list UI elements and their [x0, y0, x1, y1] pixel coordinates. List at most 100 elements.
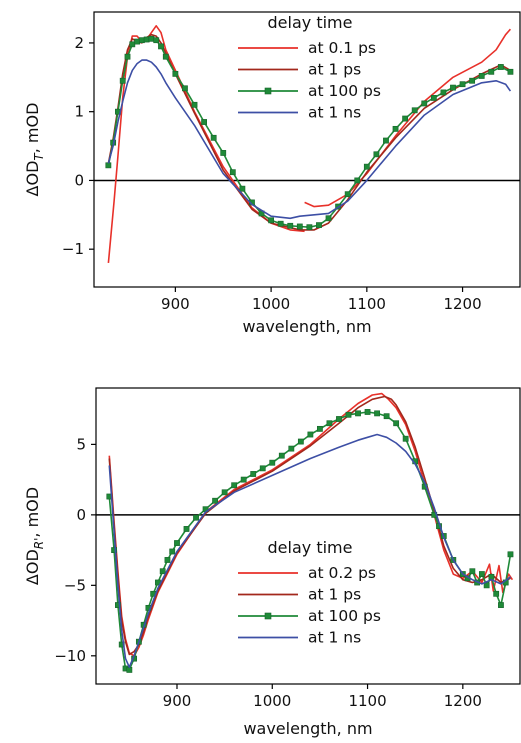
series-point [411, 107, 418, 114]
series-point [174, 540, 180, 546]
x-axis-label: wavelength, nm [242, 317, 371, 336]
series-point [183, 526, 190, 532]
series-point [307, 431, 314, 438]
series-point [269, 459, 276, 466]
axes-frame [93, 11, 521, 288]
series-point [143, 36, 150, 43]
series-point [162, 53, 169, 60]
plot-area [105, 24, 514, 263]
series-point [363, 163, 370, 170]
series-3 [105, 35, 514, 231]
y-axis-label-unit: , mOD [23, 487, 42, 538]
y-tick-label: 2 [74, 34, 84, 52]
series-point [336, 416, 342, 422]
series-point [172, 70, 179, 77]
legend-title: delay time [268, 13, 353, 32]
x-tick-label: 900 [163, 692, 192, 710]
series-point [373, 151, 380, 158]
chart-panel-1: 900 1000 1100 1200 −1 0 1 2 wavelength, nm ΔODT, … [23, 11, 521, 336]
series-point [105, 162, 112, 169]
legend: delay time at 0.2 ps at 1 ps at 100 ps at 1 … [238, 538, 381, 647]
series-point [191, 101, 198, 108]
y-tick-label: −5 [64, 576, 86, 594]
y-tick-label: 0 [74, 171, 84, 189]
y-tick-label: −1 [62, 240, 84, 258]
series-point [402, 435, 409, 442]
y-tick-label: 1 [74, 103, 84, 121]
y-axis-label: ΔODT, mOD [23, 103, 46, 197]
series-point [507, 68, 514, 75]
x-tick-label: 900 [161, 295, 190, 313]
x-tick-label: 1100 [348, 692, 386, 710]
legend-title: delay time [268, 538, 353, 557]
series-point [354, 177, 361, 184]
series-point [488, 573, 495, 580]
chart-panel-2: 900 1000 1100 1200 −10 −5 0 5 wavelength, nm ΔODR… [23, 387, 521, 738]
y-axis-label-subscript: T [32, 152, 46, 161]
series-point [450, 84, 456, 91]
series-point [421, 100, 428, 107]
series-point [134, 38, 140, 45]
x-tick-label: 1200 [443, 295, 481, 313]
legend-label: at 1 ps [308, 61, 361, 79]
series-point [212, 497, 219, 504]
series-point [129, 41, 136, 48]
series-point [115, 602, 121, 608]
y-tick-label: −10 [54, 647, 86, 665]
series-point [326, 420, 333, 427]
series-point [277, 220, 284, 227]
x-tick-label: 1100 [348, 295, 386, 313]
series-point [153, 37, 160, 44]
series-point [201, 119, 207, 125]
series-point [345, 411, 352, 418]
series-line-1-b [304, 28, 512, 208]
y-axis-label-subscript: R' [32, 538, 46, 550]
series-point [402, 115, 409, 122]
legend-item-3: at 100 ps [238, 607, 381, 625]
x-tick-label: 1000 [252, 295, 290, 313]
legend-label: at 1 ns [308, 629, 361, 647]
series-point [507, 551, 514, 558]
series-point [158, 43, 164, 50]
y-tick-label: 0 [76, 506, 86, 524]
legend-item-1: at 0.2 ps [238, 564, 376, 582]
legend-item-4: at 1 ns [238, 629, 361, 647]
legend-label: at 100 ps [308, 607, 381, 625]
series-point [374, 410, 380, 417]
series-line-4 [108, 433, 511, 668]
series-point [210, 134, 217, 141]
series-line-1 [107, 24, 305, 263]
y-tick-label: 5 [76, 435, 86, 453]
y-axis-label-main: ΔOD [23, 161, 42, 197]
series-point [478, 571, 485, 577]
legend-item-1: at 0.1 ps [238, 39, 376, 57]
y-axis-label-main: ΔOD [23, 549, 42, 585]
series-point [317, 425, 323, 432]
series-point [159, 568, 166, 575]
series-point [478, 73, 485, 79]
series-point [288, 445, 295, 452]
series-point [383, 137, 389, 144]
series-point [344, 191, 351, 198]
series-point [469, 568, 476, 575]
series-point [469, 77, 476, 84]
legend-item-2: at 1 ps [238, 586, 361, 604]
series-point [297, 438, 304, 445]
legend-label: at 0.2 ps [308, 564, 376, 582]
plot-area [106, 392, 514, 673]
legend-label: at 100 ps [308, 82, 381, 100]
series-point [138, 37, 145, 44]
series-point [182, 85, 188, 92]
series-point [164, 557, 171, 563]
series-point [306, 224, 313, 231]
series-4 [107, 59, 512, 220]
series-point [393, 420, 400, 427]
series-point [355, 410, 361, 417]
y-axis-label: ΔODR', mOD [23, 487, 46, 585]
series-point [119, 77, 126, 84]
legend: delay time at 0.1 ps at 1 ps at 100 ps at 1 … [238, 13, 381, 122]
series-point [296, 223, 303, 230]
series-point [316, 222, 322, 229]
series-point [126, 667, 133, 673]
